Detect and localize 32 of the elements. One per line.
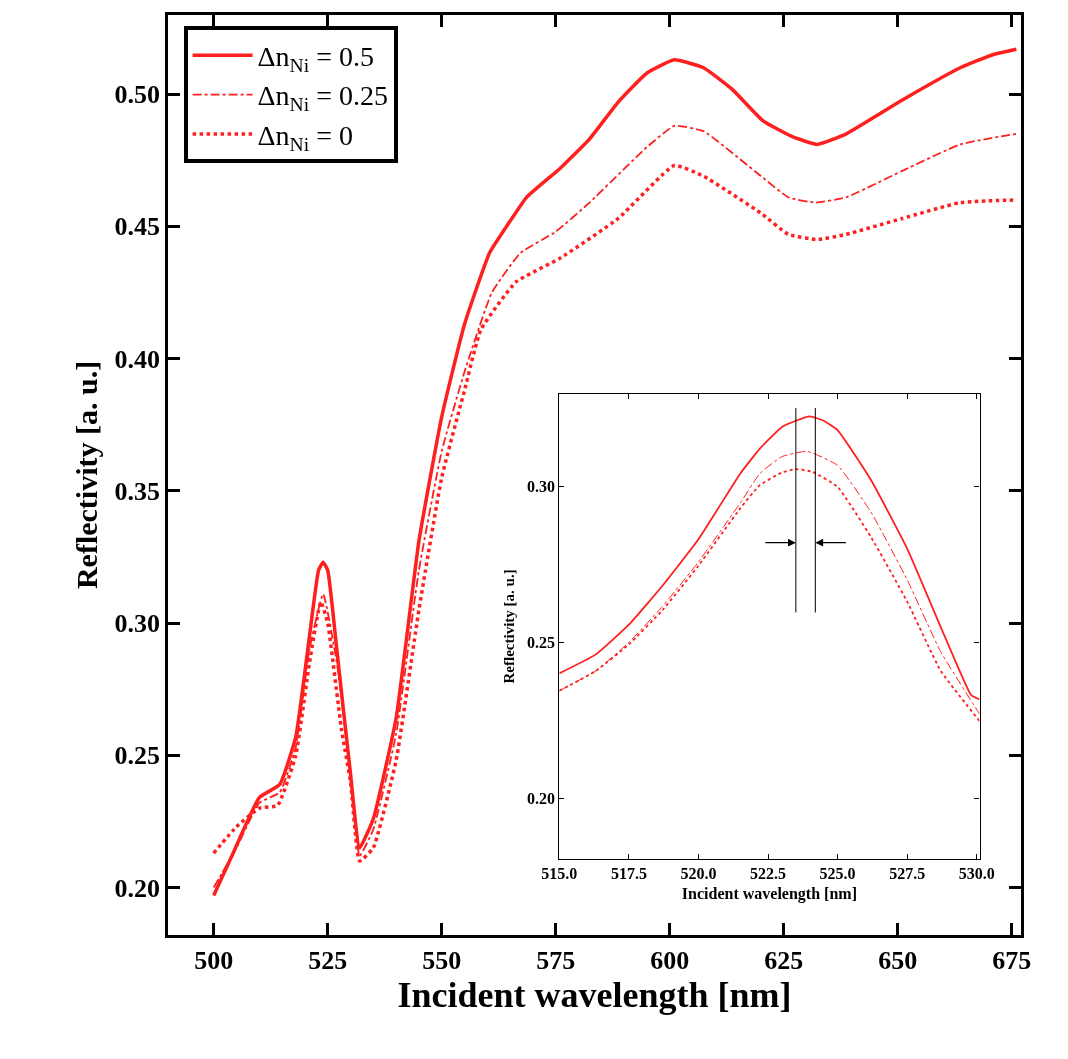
legend-label: Δn$_{Ni}$ = 0.5 xyxy=(257,41,375,76)
x-tick-label: 600 xyxy=(650,946,690,976)
x-tick-label: 530.0 xyxy=(958,865,995,883)
y-tick-label: 0.25 xyxy=(527,633,556,651)
y-axis-title: Reflectivity [a. u.] xyxy=(70,360,104,590)
x-axis-title: Incident wavelength [nm] xyxy=(397,975,792,1016)
x-tick-label: 675 xyxy=(992,946,1032,976)
x-tick-label: 527.5 xyxy=(889,865,926,883)
x-tick-label: 525.0 xyxy=(819,865,856,883)
y-tick-label: 0.45 xyxy=(114,212,160,242)
x-axis-title: Incident wavelength [nm] xyxy=(681,884,857,903)
x-tick-label: 525 xyxy=(308,946,348,976)
y-axis-title: Reflectivity [a. u.] xyxy=(501,569,518,684)
y-tick-label: 0.35 xyxy=(114,476,160,506)
x-tick-label: 650 xyxy=(878,946,918,976)
y-tick-label: 0.50 xyxy=(114,80,160,110)
x-tick-label: 522.5 xyxy=(750,865,787,883)
y-tick-label: 0.30 xyxy=(114,609,160,639)
legend-label: Δn$_{Ni}$ = 0.25 xyxy=(257,80,389,116)
y-tick-label: 0.25 xyxy=(114,741,160,771)
y-tick-label: 0.20 xyxy=(527,789,556,807)
x-tick-label: 625 xyxy=(764,946,804,976)
x-tick-label: 520.0 xyxy=(680,865,717,883)
y-tick-label: 0.20 xyxy=(114,873,160,903)
x-tick-label: 515.0 xyxy=(541,865,578,883)
legend-label: Δn$_{Ni}$ = 0 xyxy=(257,119,354,155)
x-tick-label: 500 xyxy=(194,946,234,976)
x-tick-label: 575 xyxy=(536,946,576,976)
y-tick-label: 0.40 xyxy=(114,344,160,374)
y-tick-label: 0.30 xyxy=(527,477,556,495)
x-tick-label: 550 xyxy=(422,946,462,976)
x-tick-label: 517.5 xyxy=(610,865,647,883)
